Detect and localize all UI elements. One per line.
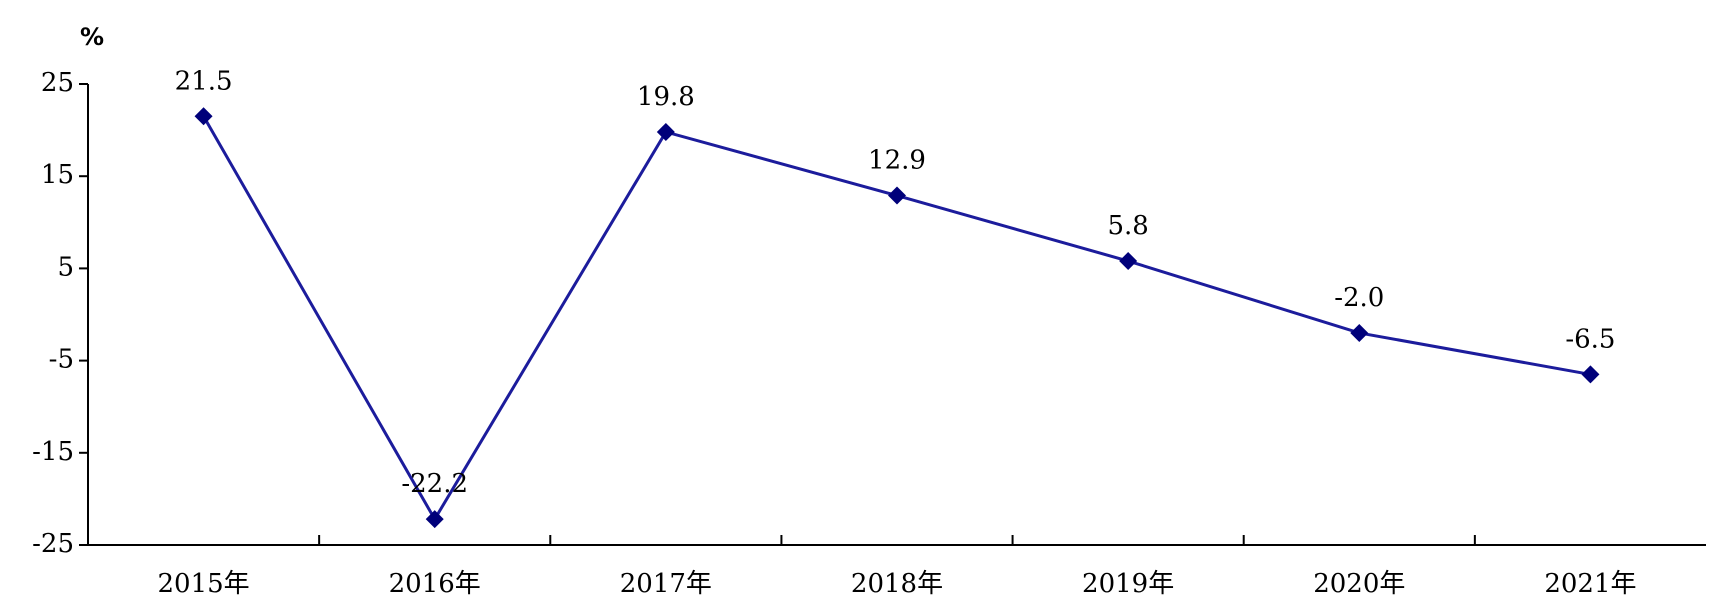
y-tick-label: 15 (41, 160, 74, 190)
y-tick-label: -15 (32, 437, 74, 467)
y-tick-label: -5 (49, 345, 74, 375)
data-label: -2.0 (1334, 283, 1384, 313)
x-tick-label: 2016年 (389, 569, 481, 599)
x-tick-label: 2020年 (1313, 569, 1405, 599)
data-label: -6.5 (1565, 324, 1615, 354)
y-tick-label: 5 (57, 252, 74, 282)
marker (1119, 252, 1138, 271)
y-tick-label: 25 (41, 68, 74, 98)
data-label: -22.2 (401, 469, 468, 499)
line (202, 115, 1591, 523)
x-tick-label: 2015年 (157, 569, 249, 599)
x-tick-label: 2018年 (851, 569, 943, 599)
data-label: 12.9 (868, 146, 926, 176)
y-tick-label: -25 (32, 529, 74, 559)
data-label: 19.8 (637, 82, 695, 112)
marker (1350, 323, 1369, 342)
x-tick-label: 2021年 (1544, 569, 1636, 599)
data-label: 5.8 (1107, 211, 1148, 241)
data-label: 21.5 (175, 66, 233, 96)
marker (656, 122, 675, 141)
marker (888, 186, 906, 205)
marker (425, 510, 444, 529)
y-axis-label: % (80, 23, 104, 51)
marker (194, 107, 213, 126)
marker (1581, 365, 1600, 384)
x-tick-label: 2017年 (620, 569, 712, 599)
x-tick-label: 2019年 (1082, 569, 1174, 599)
